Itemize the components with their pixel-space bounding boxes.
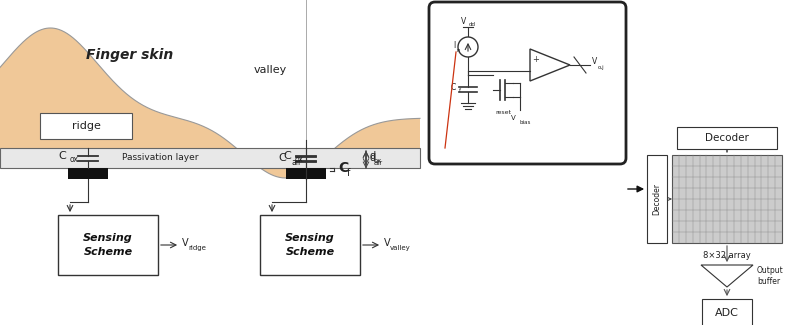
- Text: ridge: ridge: [188, 245, 206, 251]
- Text: C: C: [338, 161, 348, 175]
- Text: Decoder: Decoder: [653, 183, 662, 215]
- Text: ridge: ridge: [71, 121, 101, 131]
- Text: Output
buffer: Output buffer: [757, 266, 784, 286]
- Bar: [286, 168, 326, 179]
- Text: Passivation layer: Passivation layer: [122, 153, 198, 162]
- Text: Sensing
Scheme: Sensing Scheme: [285, 233, 335, 257]
- Text: valley: valley: [254, 65, 286, 75]
- Polygon shape: [701, 265, 753, 287]
- Text: Finger skin: Finger skin: [86, 48, 174, 62]
- Text: d: d: [369, 151, 375, 161]
- Polygon shape: [0, 28, 420, 178]
- Text: ADC: ADC: [715, 308, 739, 318]
- Text: o,j: o,j: [598, 64, 605, 70]
- Text: reset: reset: [495, 110, 511, 114]
- Text: V: V: [510, 115, 515, 121]
- Bar: [672, 155, 782, 243]
- Text: V: V: [182, 238, 189, 248]
- Bar: [677, 127, 777, 149]
- Bar: [0, 148, 420, 168]
- Text: V: V: [462, 18, 466, 27]
- Text: ox: ox: [374, 158, 382, 164]
- Circle shape: [458, 37, 478, 57]
- Text: V: V: [384, 238, 390, 248]
- Text: ox: ox: [295, 155, 304, 164]
- Text: f: f: [347, 168, 350, 178]
- Text: air: air: [291, 158, 302, 167]
- Text: dd: dd: [469, 22, 476, 28]
- Text: valley: valley: [390, 245, 410, 251]
- Text: I: I: [454, 41, 456, 49]
- Bar: [702, 299, 752, 325]
- FancyBboxPatch shape: [429, 2, 626, 164]
- Text: C: C: [58, 151, 66, 161]
- Text: 8×32 array: 8×32 array: [703, 251, 751, 260]
- Text: Decoder: Decoder: [705, 133, 749, 143]
- Text: air: air: [374, 160, 383, 166]
- Text: +: +: [533, 55, 539, 63]
- Bar: [260, 215, 360, 275]
- Text: d: d: [369, 153, 375, 162]
- Text: V: V: [592, 58, 598, 67]
- Text: n: n: [457, 47, 460, 53]
- FancyBboxPatch shape: [40, 113, 132, 139]
- Text: C: C: [278, 153, 286, 162]
- Text: f: f: [459, 88, 461, 94]
- Text: Sensing
Scheme: Sensing Scheme: [83, 233, 133, 257]
- Bar: [68, 168, 108, 179]
- Bar: [647, 155, 667, 243]
- Polygon shape: [530, 49, 570, 81]
- Text: bias: bias: [519, 120, 530, 124]
- Text: C: C: [450, 83, 456, 92]
- Text: C: C: [283, 151, 291, 161]
- Bar: [58, 215, 158, 275]
- Text: ox: ox: [70, 155, 79, 164]
